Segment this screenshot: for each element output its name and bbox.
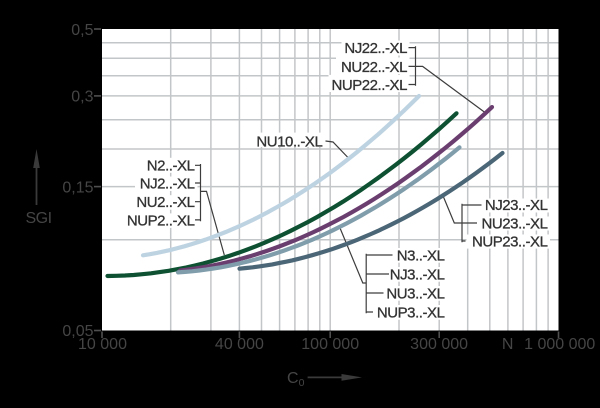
- svg-text:300 000: 300 000: [410, 336, 468, 353]
- svg-text:NUP2..-XL: NUP2..-XL: [127, 212, 195, 229]
- svg-text:NU22..-XL: NU22..-XL: [341, 59, 407, 76]
- svg-text:NJ3..-XL: NJ3..-XL: [390, 267, 445, 284]
- svg-text:N: N: [502, 336, 514, 353]
- svg-text:NUP23..-XL: NUP23..-XL: [472, 233, 548, 250]
- svg-text:NU23..-XL: NU23..-XL: [482, 215, 548, 232]
- svg-text:NUP3..-XL: NUP3..-XL: [377, 305, 445, 322]
- svg-text:NU3..-XL: NU3..-XL: [386, 286, 444, 303]
- svg-text:NU10..-XL: NU10..-XL: [256, 133, 322, 150]
- svg-text:NJ22..-XL: NJ22..-XL: [344, 40, 407, 57]
- svg-text:NU2..-XL: NU2..-XL: [136, 194, 194, 211]
- svg-text:40 000: 40 000: [215, 336, 264, 353]
- svg-text:1 000 000: 1 000 000: [524, 336, 595, 353]
- svg-text:NUP22..-XL: NUP22..-XL: [331, 77, 407, 94]
- svg-text:0,3: 0,3: [71, 89, 93, 106]
- svg-text:0,15: 0,15: [62, 180, 93, 197]
- svg-text:10 000: 10 000: [78, 336, 127, 353]
- svg-text:100 000: 100 000: [301, 336, 359, 353]
- svg-text:NJ2..-XL: NJ2..-XL: [140, 175, 195, 192]
- svg-text:0,05: 0,05: [62, 323, 93, 340]
- svg-text:0,5: 0,5: [71, 22, 93, 39]
- svg-text:N2..-XL: N2..-XL: [147, 158, 195, 175]
- svg-text:SGI: SGI: [26, 210, 52, 227]
- svg-text:NJ23..-XL: NJ23..-XL: [485, 197, 548, 214]
- svg-text:N3..-XL: N3..-XL: [397, 248, 445, 265]
